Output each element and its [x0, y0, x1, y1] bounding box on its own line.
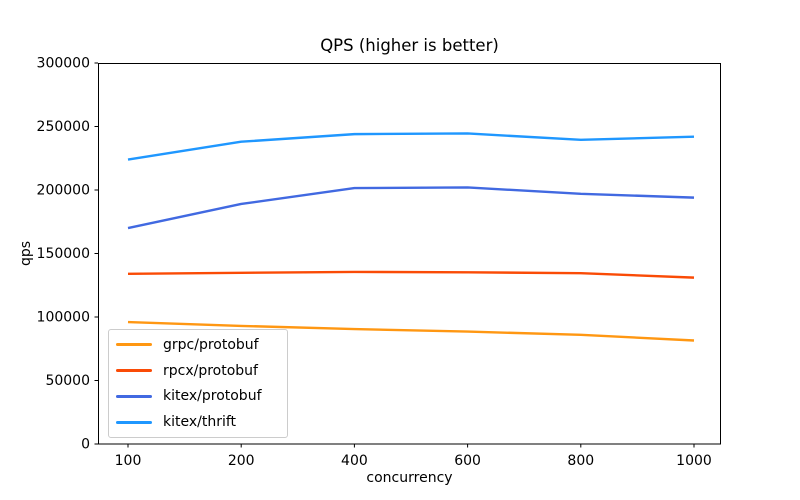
- x-tick-label: 200: [228, 453, 255, 469]
- legend-label: grpc/protobuf: [163, 336, 259, 353]
- series-line-kitex-thrift: [127, 132, 695, 161]
- x-tick-label: 400: [341, 453, 368, 469]
- legend-label: rpcx/protobuf: [163, 362, 258, 379]
- legend-line-swatch: [116, 394, 152, 398]
- legend-line-swatch: [116, 420, 152, 424]
- plot-border-rect: [98, 63, 721, 445]
- chart-legend: grpc/protobuf rpcx/protobuf kitex/protobuf…: [108, 329, 288, 438]
- y-tick-label: 300000: [37, 56, 90, 72]
- y-tick-label: 0: [81, 437, 90, 453]
- legend-item: kitex/protobuf: [116, 384, 281, 410]
- series-line-grpc-protobuf: [127, 320, 695, 342]
- x-tick-label: 100: [115, 453, 142, 469]
- y-tick-label: 250000: [37, 119, 90, 135]
- chart-title: QPS (higher is better): [320, 36, 499, 55]
- y-tick-label: 100000: [37, 310, 90, 326]
- legend-item: kitex/thrift: [116, 409, 281, 435]
- legend-label: kitex/thrift: [163, 414, 237, 431]
- y-tick-label: 50000: [45, 373, 90, 389]
- legend-line-swatch: [116, 343, 152, 347]
- x-tick-label: 600: [454, 453, 481, 469]
- x-axis-label: concurrency: [366, 470, 452, 486]
- y-axis-label: qps: [18, 241, 34, 266]
- series-lines: [127, 132, 695, 342]
- legend-line-swatch: [116, 369, 152, 373]
- plot-border: [98, 63, 721, 445]
- y-tick-label: 150000: [37, 246, 90, 262]
- legend-item: rpcx/protobuf: [116, 358, 281, 384]
- x-tick-label: 800: [567, 453, 594, 469]
- y-tick-label: 200000: [37, 183, 90, 199]
- legend-label: kitex/protobuf: [163, 388, 262, 405]
- legend-item: grpc/protobuf: [116, 332, 281, 358]
- series-line-kitex-protobuf: [127, 186, 695, 230]
- axis-ticks: 0 50000 100000 150000 200000 250000 300000 100 2…: [37, 56, 712, 470]
- x-tick-label: 1000: [676, 453, 712, 469]
- series-line-rpcx-protobuf: [127, 270, 695, 279]
